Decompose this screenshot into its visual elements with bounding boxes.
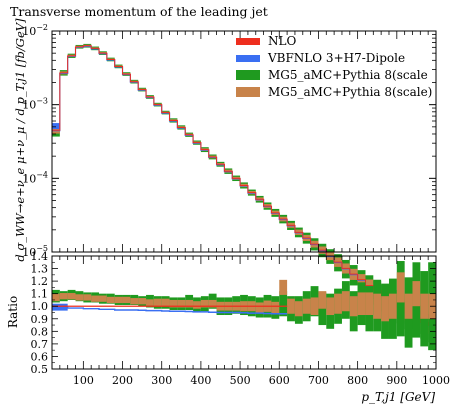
ratio-band-nlo <box>52 305 288 307</box>
x-tick-label: 100 <box>73 374 94 387</box>
ratio-band-mg-orange <box>294 301 303 317</box>
main-y-tick-label: 10−4 <box>22 170 48 185</box>
ratio-y-tick-label: 1.1 <box>31 288 49 301</box>
ratio-band-mg-orange <box>146 299 154 306</box>
ratio-band-mg-orange <box>177 299 186 308</box>
ratio-band-mg-orange <box>208 299 217 308</box>
ratio-band-mg-orange <box>52 293 60 302</box>
x-tick-label: 900 <box>386 374 407 387</box>
ratio-band-mg-orange <box>420 293 429 319</box>
ratio-band-mg-orange <box>404 293 413 319</box>
ratio-band-mg-orange <box>334 293 342 314</box>
ratio-band-mg-orange <box>287 298 295 314</box>
main-x-ticks <box>51 31 437 252</box>
x-tick-label: 700 <box>308 374 329 387</box>
ratio-band-mg-orange <box>412 281 421 307</box>
x-tick-label: 200 <box>112 374 133 387</box>
ratio-band-mg-orange <box>326 297 335 316</box>
ratio-y-tick-label: 1.4 <box>31 250 49 263</box>
ratio-band-mg-orange <box>381 296 389 322</box>
legend-swatch-nlo <box>236 38 260 45</box>
ratio-band-mg-orange <box>271 301 280 314</box>
ratio-band-mg-orange <box>138 298 147 305</box>
ratio-band-mg-orange <box>99 295 107 302</box>
main-lines <box>52 45 436 327</box>
main-y-tick-label: 10−5 <box>22 244 48 259</box>
ratio-y-tick-label: 1.2 <box>31 275 49 288</box>
ratio-band-mg-orange <box>388 293 397 319</box>
ratio-band-mg-green <box>279 291 288 317</box>
ratio-band-mg-orange <box>357 292 366 316</box>
ratio-bands <box>52 261 436 351</box>
ratio-x-ticks: 100 200 300 400 500 600 700 800 900 1000 <box>51 256 450 387</box>
ratio-band-mg-orange <box>302 298 311 314</box>
legend-label-nlo: NLO <box>268 34 296 48</box>
ratio-band-mg-orange <box>122 296 131 304</box>
ratio-y-tick-label: 0.5 <box>31 363 49 376</box>
chart-title: Transverse momentum of the leading jet <box>10 4 268 19</box>
ratio-band-mg-orange <box>279 279 288 295</box>
ratio-band-mg-orange <box>67 293 76 300</box>
x-tick-label: 1000 <box>422 374 450 387</box>
main-y-tick-label: 10−2 <box>22 23 48 38</box>
x-tick-label: 600 <box>269 374 290 387</box>
main-bin-vbfnlo <box>52 123 60 130</box>
legend-swatch-vbfnlo <box>236 55 260 62</box>
ratio-line-vbfnlo <box>52 306 288 315</box>
ratio-band-mg-orange <box>310 297 319 316</box>
ratio-band-mg-orange <box>130 298 139 305</box>
ratio-y-axis-label: Ratio <box>6 296 20 328</box>
ratio-band-mg-orange <box>91 295 100 302</box>
legend-label-mg-green: MG5_aMC+Pythia 8(scale <box>268 68 428 82</box>
ratio-band-mg-orange <box>255 302 264 313</box>
ratio-band-mg-orange <box>75 294 84 301</box>
legend-swatch-mg-green <box>236 70 260 80</box>
x-axis-label: p_T,j1 [GeV] <box>361 390 435 404</box>
ratio-y-tick-label: 0.7 <box>31 338 49 351</box>
main-plot-frame <box>51 30 437 253</box>
main-line-nlo <box>52 45 436 327</box>
main-y-ticks: 10−2 10−3 10−4 10−5 <box>22 23 436 259</box>
ratio-y-tick-label: 1.3 <box>31 263 49 276</box>
legend: NLO VBFNLO 3+H7-Dipole MG5_aMC+Pythia 8(… <box>236 34 432 99</box>
legend-label-mg-orange: MG5_aMC+Pythia 8(scale) <box>268 85 432 99</box>
legend-swatch-mg-orange <box>236 87 260 97</box>
legend-label-vbfnlo: VBFNLO 3+H7-Dipole <box>267 51 405 65</box>
ratio-band-mg-orange <box>200 299 209 308</box>
ratio-panel: 0.50.60.70.80.91.01.11.21.31.4 100 200 300… <box>31 250 450 387</box>
ratio-y-tick-label: 1.0 <box>31 300 49 313</box>
x-tick-label: 800 <box>347 374 368 387</box>
ratio-band-mg-orange <box>365 292 374 316</box>
ratio-band-mg-orange <box>59 293 68 300</box>
ratio-band-mg-orange <box>153 298 162 307</box>
ratio-band-mg-orange <box>106 296 115 304</box>
x-tick-label: 400 <box>190 374 211 387</box>
x-tick-label: 300 <box>151 374 172 387</box>
ratio-band-mg-orange <box>114 296 123 304</box>
ratio-lines <box>52 303 288 315</box>
ratio-y-tick-label: 0.6 <box>31 350 49 363</box>
ratio-band-mg-orange <box>349 296 358 317</box>
ratio-band-mg-orange <box>318 291 327 309</box>
ratio-band-mg-orange <box>373 293 382 319</box>
ratio-y-ticks: 0.50.60.70.80.91.01.11.21.31.4 <box>31 250 436 376</box>
main-y-axis-label: d σ_WW→e+ν_e μ+ν_μ / d p_T,j1 [fb/GeV] <box>13 18 27 262</box>
ratio-band-mg-orange <box>161 298 170 307</box>
ratio-band-mg-orange <box>193 301 201 309</box>
ratio-band-mg-orange <box>83 294 92 301</box>
ratio-y-tick-label: 0.8 <box>31 325 49 338</box>
ratio-band-mg-orange <box>396 272 405 303</box>
ratio-band-mg-orange <box>185 299 194 308</box>
ratio-y-tick-label: 0.9 <box>31 313 49 326</box>
ratio-band-mg-orange <box>341 291 350 312</box>
main-y-tick-label: 10−3 <box>22 97 48 112</box>
x-tick-label: 500 <box>230 374 251 387</box>
ratio-band-mg-orange <box>169 299 178 308</box>
